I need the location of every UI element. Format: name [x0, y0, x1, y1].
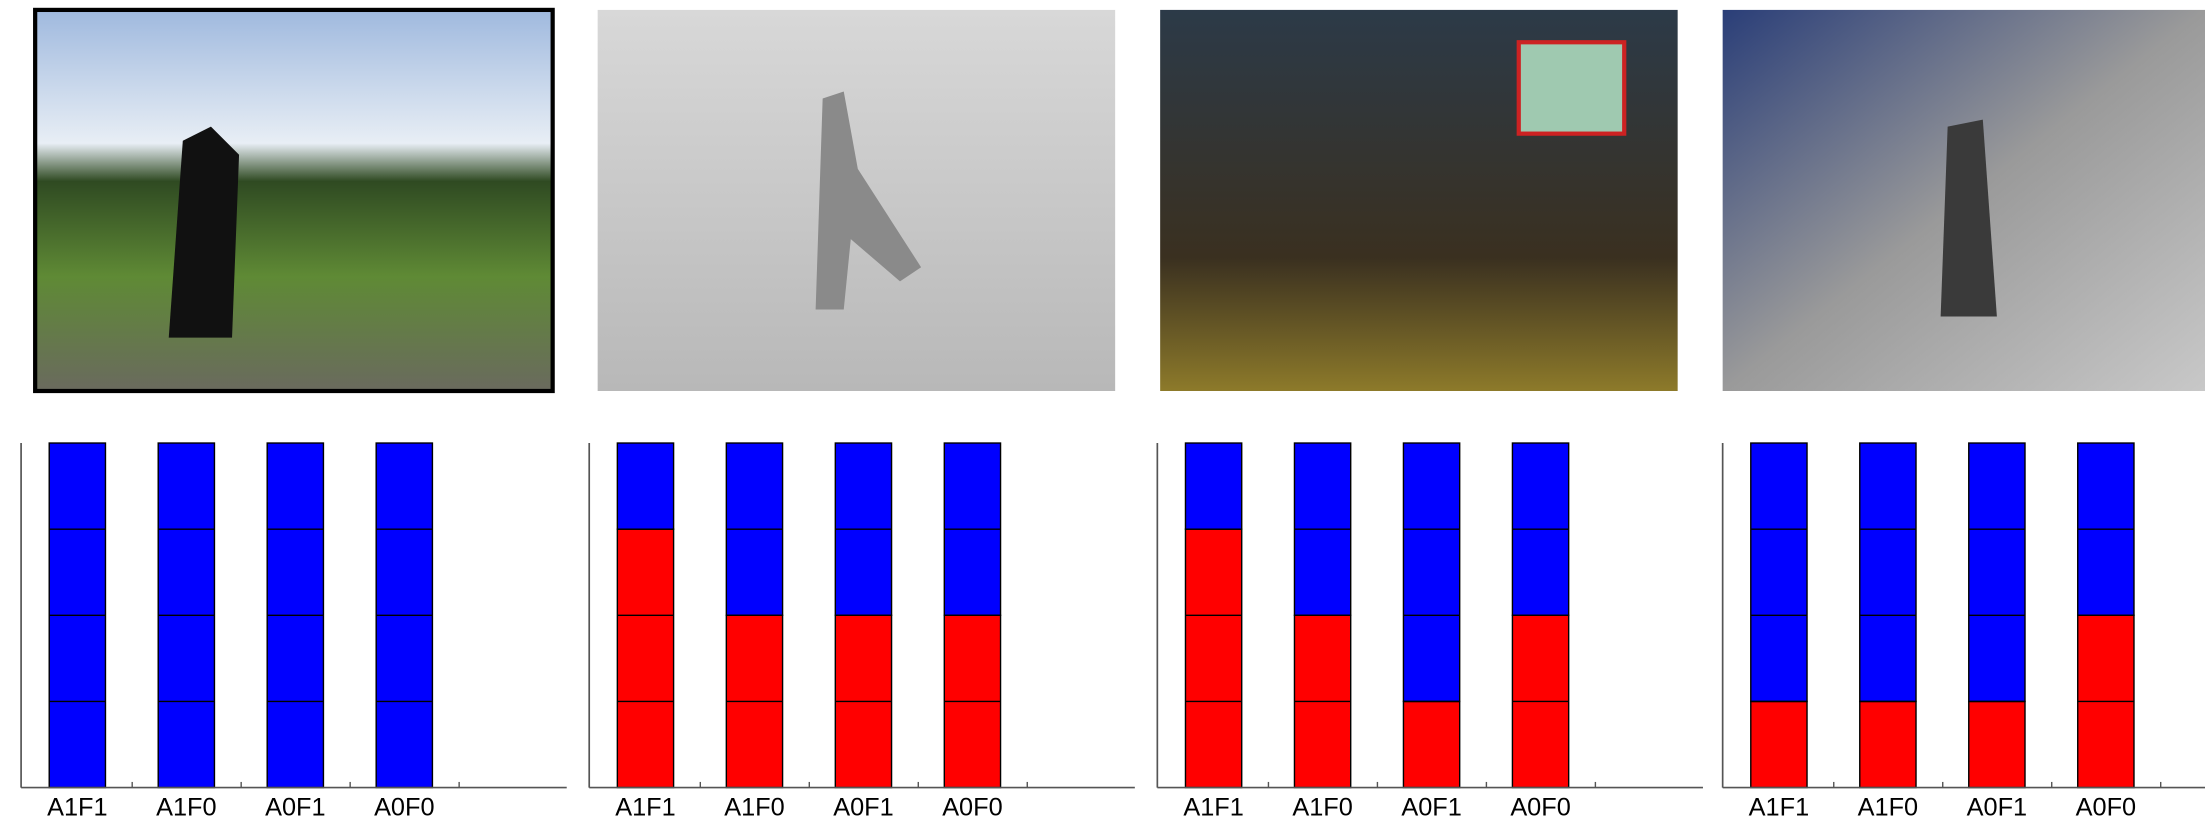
x-tick-label: A0F1 — [265, 793, 325, 821]
bar-segment — [1860, 443, 1916, 701]
bar-segment — [1403, 443, 1459, 701]
photo-backboard — [1519, 42, 1624, 133]
x-tick-label: A1F1 — [1183, 793, 1243, 821]
bar-segment — [1751, 701, 1807, 787]
bar-segment — [1185, 529, 1241, 787]
x-tick-label: A1F0 — [724, 793, 784, 821]
x-tick-label: A1F1 — [615, 793, 675, 821]
bar-segment — [1185, 443, 1241, 529]
x-tick-label: A0F0 — [374, 793, 434, 821]
bar-segment — [1969, 443, 2025, 701]
bar-segment — [1403, 701, 1459, 787]
x-tick-label: A0F0 — [942, 793, 1002, 821]
bar-segment — [1860, 701, 1916, 787]
x-tick-label: A1F1 — [47, 793, 107, 821]
x-tick-label: A0F0 — [1510, 793, 1570, 821]
photo-golf — [35, 10, 553, 391]
figure: A1F1 A1F0 A0F1 A0F0 A1F1 A1F0 A0F1 A0F0 A1F1 A1F0… — [0, 0, 2205, 827]
x-tick-label: A0F0 — [2076, 793, 2136, 821]
x-tick-label: A0F1 — [833, 793, 893, 821]
page: {"chart_data": [ {"type": "bar", "stacke… — [0, 0, 2205, 827]
bar-segment — [1751, 443, 1807, 701]
bar-segment — [617, 443, 673, 529]
x-tick-label: A1F1 — [1749, 793, 1809, 821]
x-tick-label: A0F1 — [1967, 793, 2027, 821]
x-tick-label: A1F0 — [1858, 793, 1918, 821]
bar-segment — [617, 529, 673, 787]
x-tick-label: A1F0 — [1292, 793, 1352, 821]
bar-segment — [1969, 701, 2025, 787]
x-tick-label: A1F0 — [156, 793, 216, 821]
x-tick-label: A0F1 — [1401, 793, 1461, 821]
